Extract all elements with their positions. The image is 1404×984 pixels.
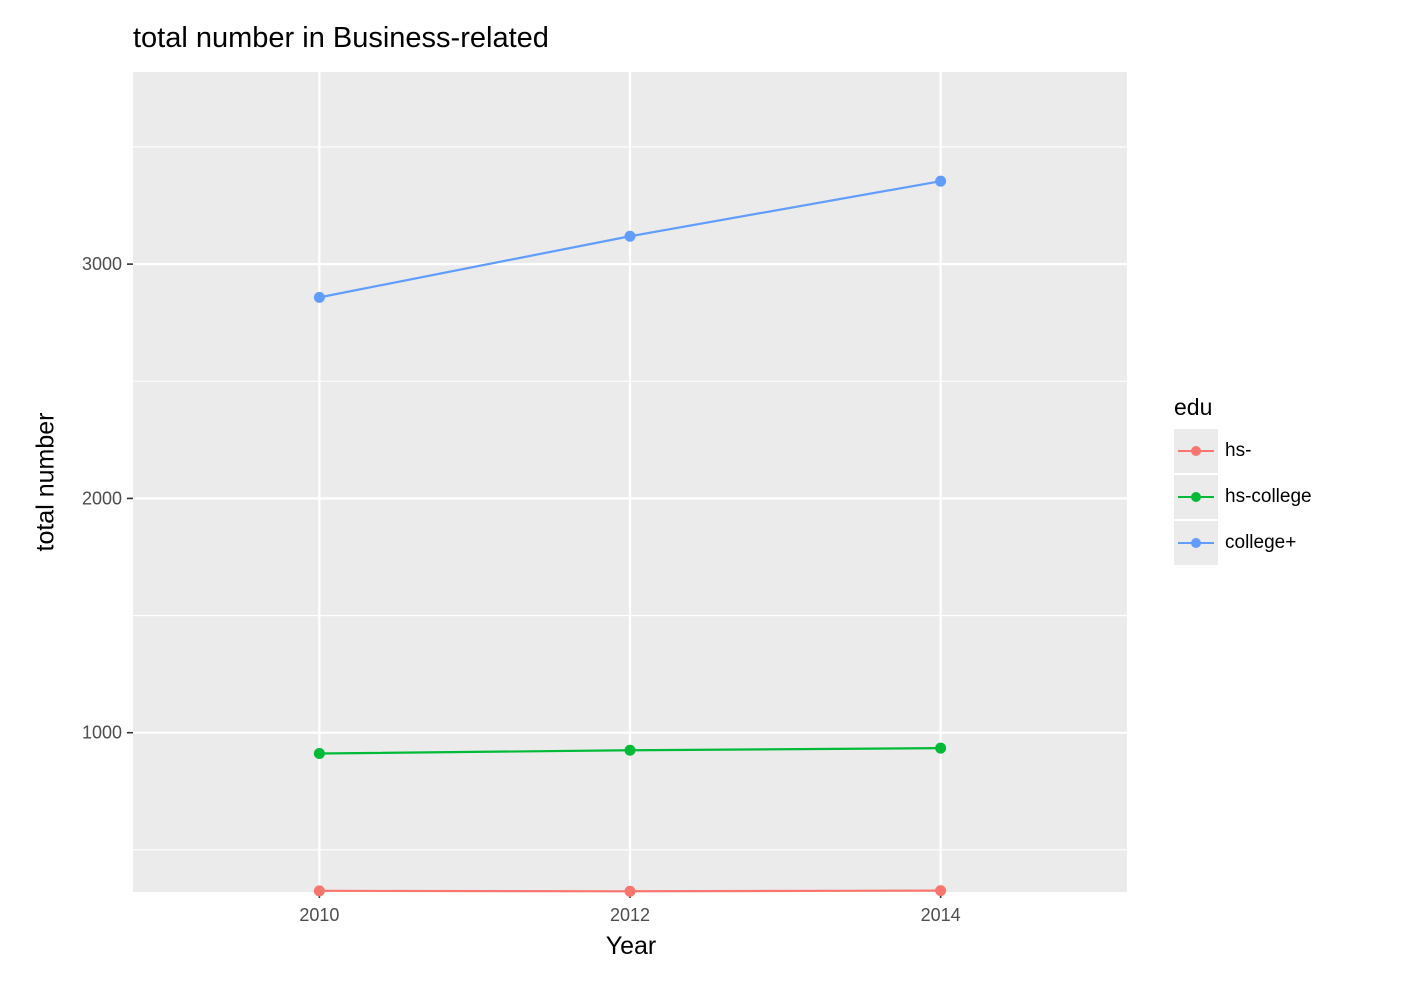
data-point [624,885,636,897]
data-point [935,742,947,754]
legend-label: hs-college [1225,486,1312,507]
y-axis-title: total number [31,412,60,552]
x-tick-label: 2014 [921,905,961,925]
y-tick-label: 2000 [82,488,122,508]
legend-label: hs- [1225,440,1252,461]
data-point [313,885,325,897]
x-tick-label: 2010 [299,905,339,925]
data-point [313,291,325,303]
y-tick-label: 1000 [82,723,122,743]
y-tick-label: 3000 [82,254,122,274]
x-axis-title: Year [605,932,657,960]
data-point [313,748,325,760]
legend: edu hs- hs-college college+ [1174,394,1312,567]
data-point [624,230,636,242]
axis-ticks: 1000 2000 3000 2010 2012 2014 [82,254,961,925]
chart-title: total number in Business-related [133,22,549,54]
legend-key-icon [1174,429,1218,473]
data-point [935,885,947,897]
data-point [624,744,636,756]
legend-label: college+ [1225,532,1297,553]
legend-item-college-plus: college+ [1174,521,1296,565]
legend-item-hs: hs- [1174,429,1251,473]
legend-item-hs-college: hs-college [1174,475,1312,519]
legend-key-icon [1174,475,1218,519]
data-point [935,175,947,187]
x-tick-label: 2012 [610,905,650,925]
data-series [313,175,947,897]
legend-title: edu [1174,394,1213,420]
legend-key-icon [1174,521,1218,565]
